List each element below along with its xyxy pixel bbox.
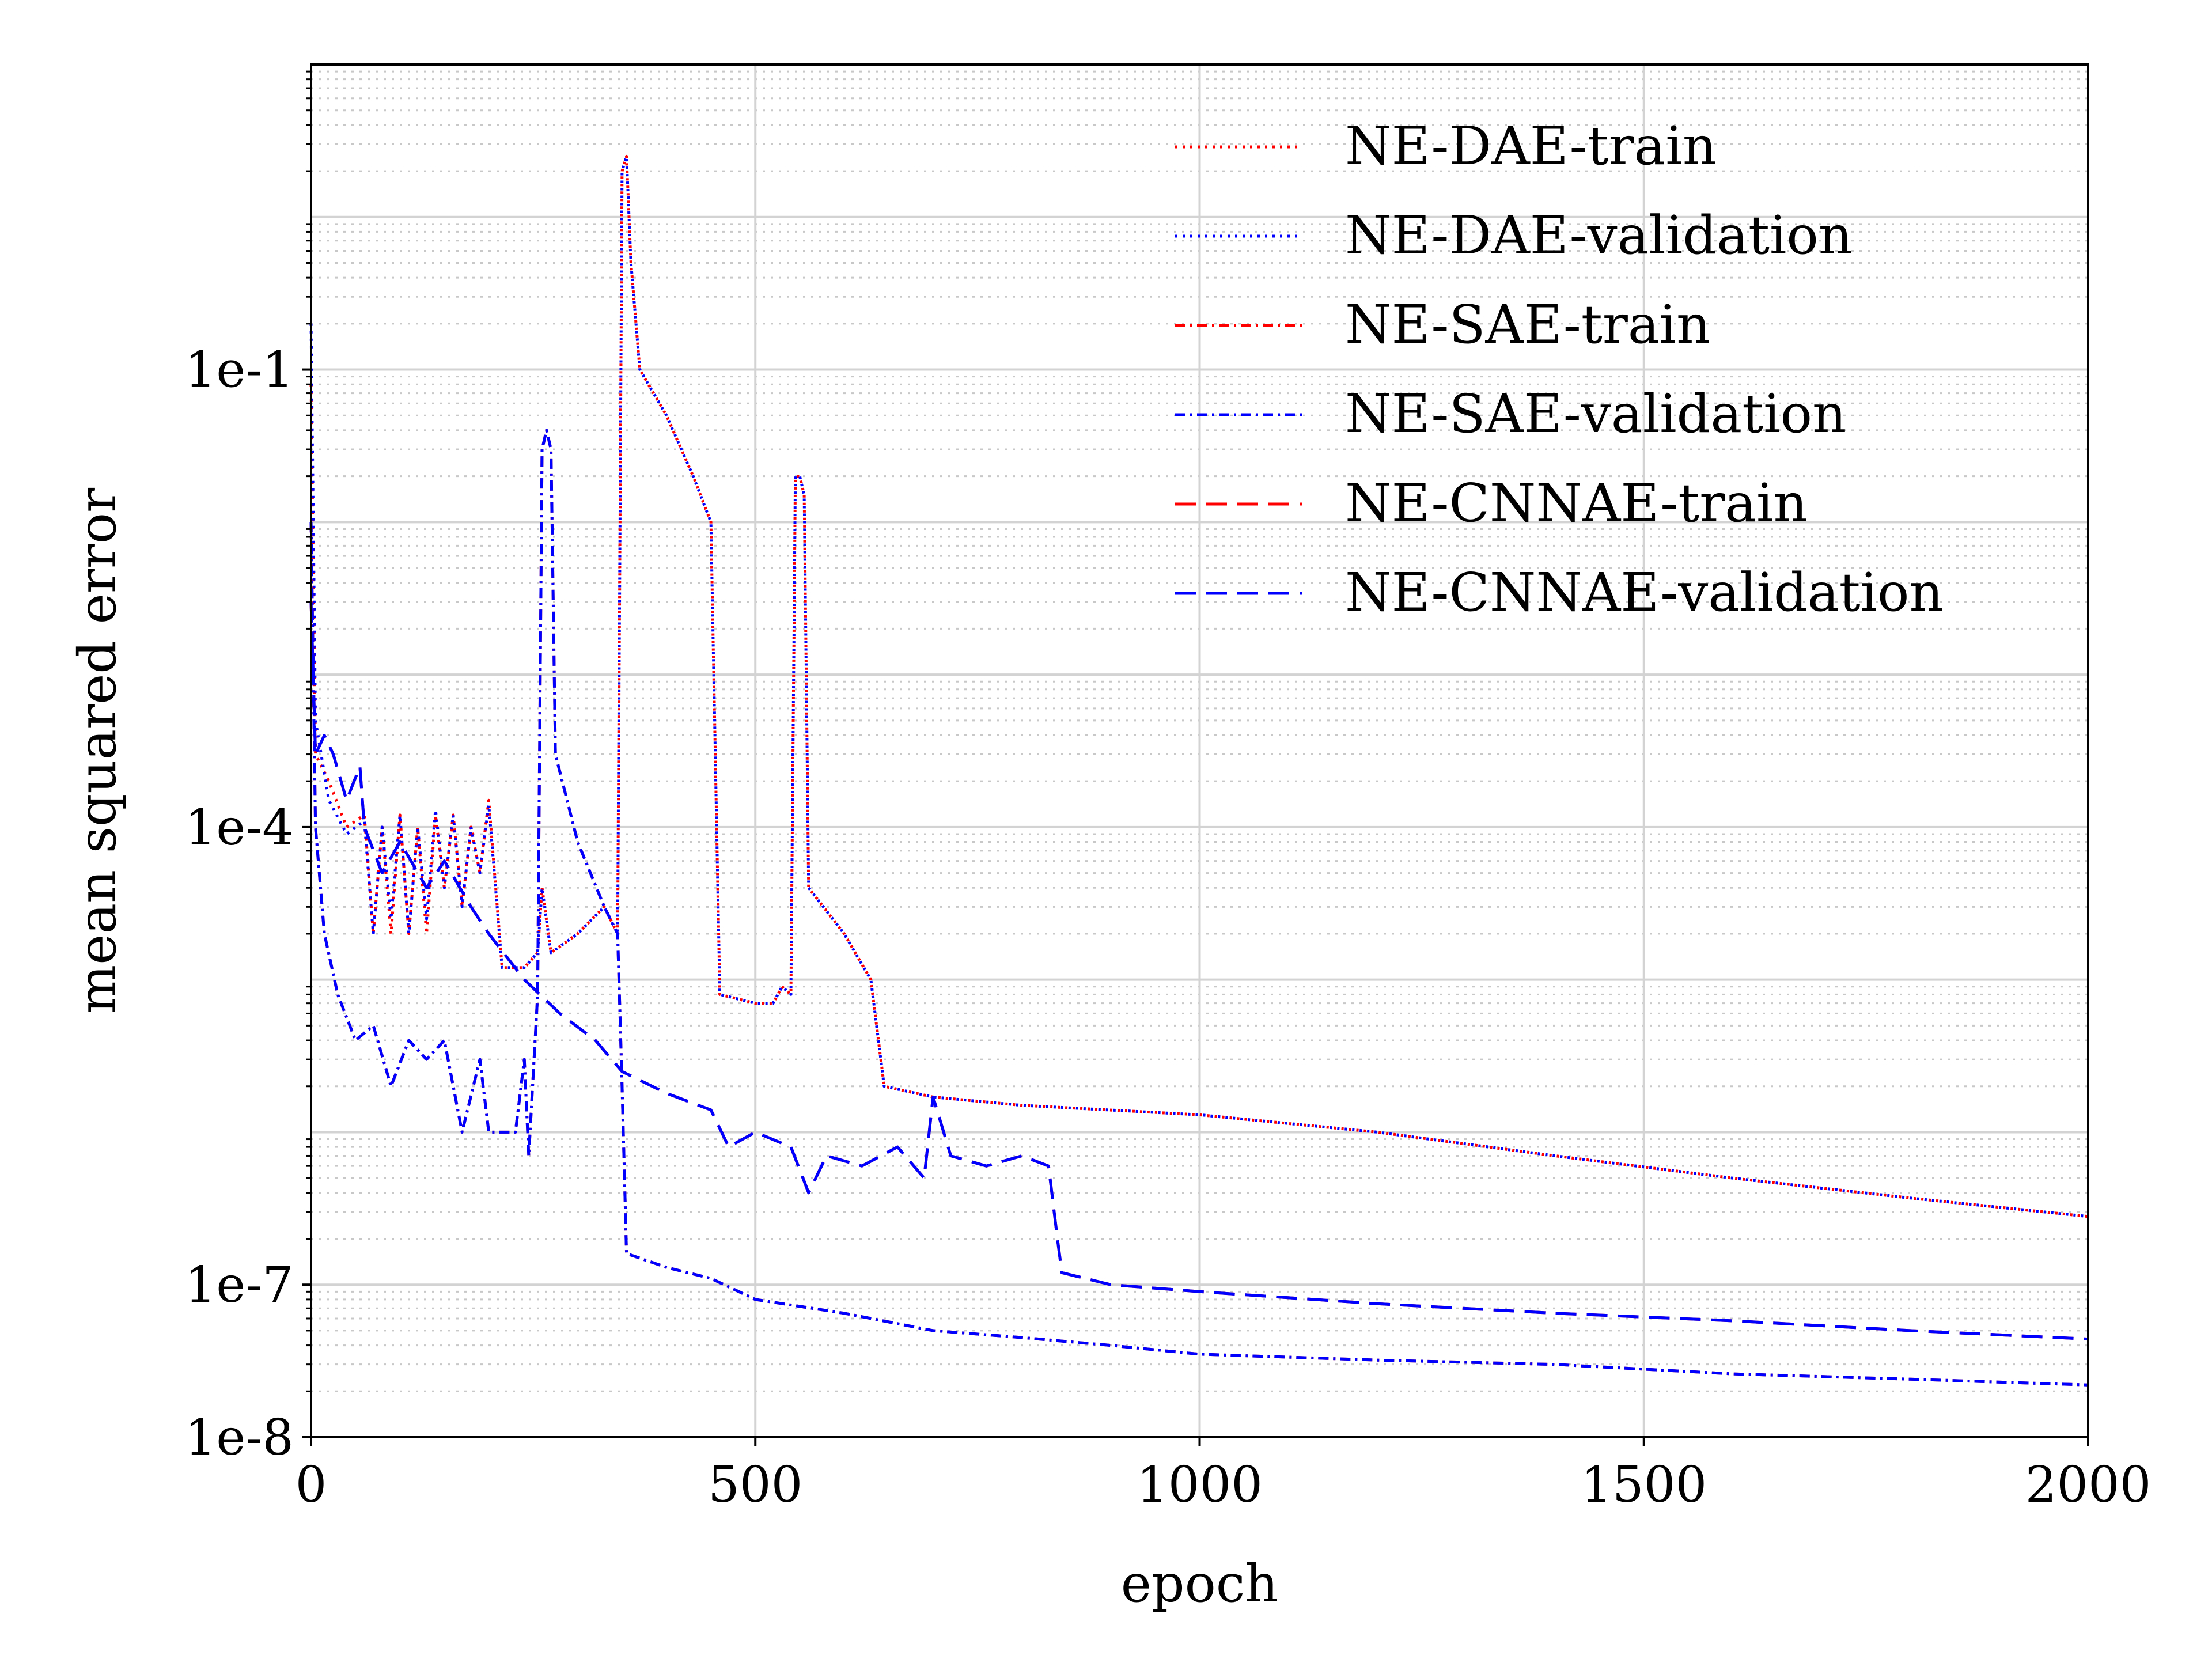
legend-label: NE-DAE-train [1345,115,1717,177]
series-line-ne-cnnae-validation [309,601,2089,1341]
legend-label: NE-DAE-validation [1345,204,1853,266]
axis-ticks: 0 500 1000 1500 2000 1e-8 1e-7 1e-4 1e-1 [185,70,2152,1514]
series-line-ne-sae-validation [309,429,2089,1387]
legend: NE-DAE-train NE-DAE-validation NE-SAE-trai… [1175,115,1944,623]
y-tick-label: 1e-1 [185,342,294,399]
y-tick-label: 1e-8 [185,1409,294,1467]
y-tick-label: 1e-7 [185,1256,294,1314]
legend-label: NE-SAE-validation [1345,383,1846,445]
legend-label: NE-CNNAE-validation [1345,562,1944,623]
x-tick-label: 0 [296,1456,327,1514]
series-lines [309,154,2089,1387]
y-axis-label: mean squared error [67,487,128,1014]
x-tick-label: 1500 [1581,1456,1707,1514]
series-line-ne-dae-train [309,154,2089,1218]
y-tick-label: 1e-4 [185,799,294,857]
legend-label: NE-CNNAE-train [1345,472,1808,534]
x-tick-label: 2000 [2025,1456,2152,1514]
x-tick-label: 500 [708,1456,802,1514]
x-tick-label: 1000 [1137,1456,1263,1514]
grid [311,65,2088,1437]
x-axis-label: epoch [1121,1554,1278,1614]
series-line-ne-dae-validation [309,154,2089,1218]
legend-label: NE-SAE-train [1345,294,1710,355]
